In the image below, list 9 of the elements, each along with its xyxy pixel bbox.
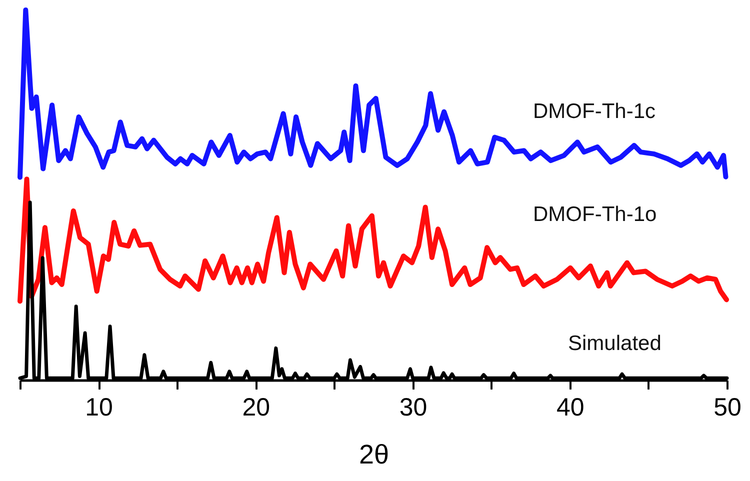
x-axis-title: 2θ (358, 440, 390, 470)
x-tick-label: 30 (399, 394, 428, 422)
x-tick-label: 10 (85, 394, 113, 422)
text: DMOF-Th-1o (533, 203, 657, 226)
series-label: DMOF-Th-1c (533, 100, 656, 123)
series-label: Simulated (568, 332, 662, 355)
x-tick-label: 40 (556, 394, 584, 422)
x-tick-label: 20 (242, 394, 270, 422)
x-tick-label: 50 (714, 394, 742, 422)
